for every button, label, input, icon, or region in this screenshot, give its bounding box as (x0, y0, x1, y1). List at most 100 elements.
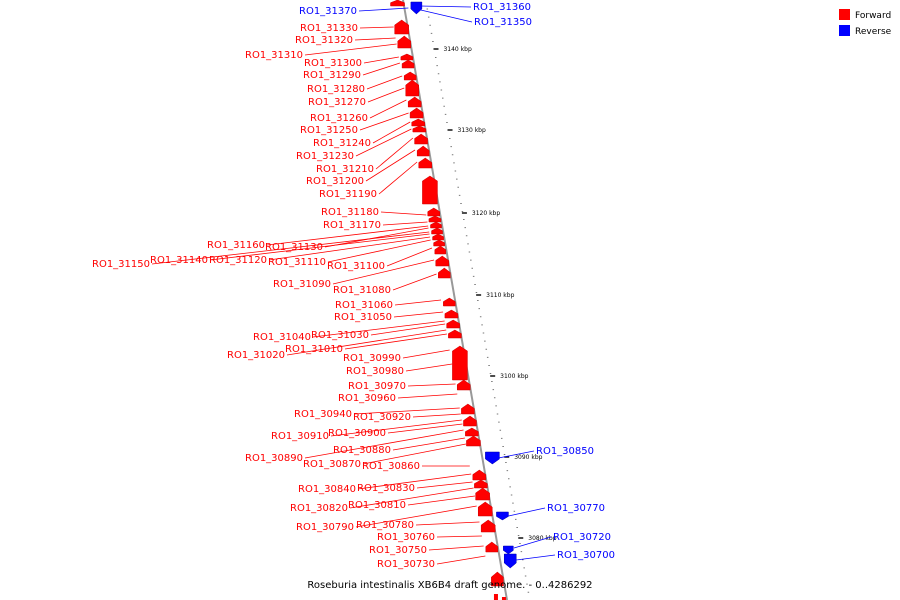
leader-line (392, 273, 437, 291)
gene-label[interactable]: RO1_31110 (268, 257, 326, 268)
leader-line (266, 225, 429, 246)
forward-gene (446, 319, 460, 329)
gene-label[interactable]: RO1_31240 (313, 138, 371, 149)
gene-label[interactable]: RO1_30990 (343, 353, 401, 364)
gene-label[interactable]: RO1_30960 (338, 393, 396, 404)
gene-label[interactable]: RO1_30920 (353, 412, 411, 423)
leader-line (363, 56, 399, 64)
gene-label[interactable]: RO1_30700 (557, 550, 615, 561)
gene-label[interactable]: RO1_31300 (304, 58, 362, 69)
gene-label[interactable]: RO1_31180 (321, 207, 379, 218)
forward-gene (493, 594, 498, 600)
gene-label[interactable]: RO1_31330 (300, 23, 358, 34)
forward-gene (444, 309, 459, 319)
gene-label[interactable]: RO1_31290 (303, 70, 361, 81)
gene-label[interactable]: RO1_30900 (328, 428, 386, 439)
gene-label[interactable]: RO1_31040 (253, 332, 311, 343)
gene-label[interactable]: RO1_30790 (296, 522, 354, 533)
forward-gene (422, 175, 438, 205)
gene-label[interactable]: RO1_30810 (348, 500, 406, 511)
gene-label[interactable]: RO1_31130 (265, 242, 323, 253)
forward-gene (407, 96, 422, 108)
gene-label[interactable]: RO1_31320 (295, 35, 353, 46)
gene-label[interactable]: RO1_31260 (310, 113, 368, 124)
leader-line (369, 99, 407, 119)
gene-label[interactable]: RO1_30880 (333, 445, 391, 456)
forward-gene (394, 19, 409, 35)
gene-label[interactable]: RO1_30780 (356, 520, 414, 531)
tick-label: 3110 kbp (486, 292, 514, 299)
gene-label[interactable]: RO1_31370 (299, 6, 357, 17)
gene-label[interactable]: RO1_31050 (334, 312, 392, 323)
legend-reverse-label: Reverse (855, 27, 892, 37)
legend: Forward Reverse (839, 9, 892, 37)
gene-label[interactable]: RO1_30940 (294, 409, 352, 420)
leader-line (370, 323, 446, 336)
gene-label[interactable]: RO1_30850 (536, 446, 594, 457)
leader-line (508, 507, 546, 517)
gene-label[interactable]: RO1_30820 (290, 503, 348, 514)
gene-label[interactable]: RO1_30970 (348, 381, 406, 392)
leader-line (359, 26, 394, 29)
gene-label[interactable]: RO1_31020 (227, 350, 285, 361)
gene-label[interactable]: RO1_30840 (298, 484, 356, 495)
leader-line (513, 536, 552, 549)
forward-gene (427, 207, 440, 217)
gene-label[interactable]: RO1_30910 (271, 431, 329, 442)
gene-label[interactable]: RO1_30730 (377, 559, 435, 570)
forward-gene (474, 479, 488, 489)
forward-gene (472, 469, 487, 481)
gene-label[interactable]: RO1_31150 (92, 259, 150, 270)
tick-label: 3090 kbp (514, 454, 542, 461)
gene-label[interactable]: RO1_31120 (209, 255, 267, 266)
leader-line (428, 545, 484, 551)
forward-gene (430, 221, 442, 229)
gene-label[interactable]: RO1_30720 (553, 532, 611, 543)
forward-gene (452, 345, 468, 381)
gene-labels: RO1_31330RO1_31320RO1_31310RO1_31300RO1_… (92, 2, 615, 570)
gene-label[interactable]: RO1_31250 (300, 125, 358, 136)
gene-label[interactable]: RO1_30980 (346, 366, 404, 377)
gene-label[interactable]: RO1_31350 (474, 17, 532, 28)
leader-line (420, 9, 473, 23)
leader-line (327, 239, 431, 263)
leader-line (394, 299, 442, 306)
gene-label[interactable]: RO1_30860 (362, 461, 420, 472)
tick-label: 3130 kbp (458, 127, 486, 134)
gene-label[interactable]: RO1_31060 (335, 300, 393, 311)
gene-label[interactable]: RO1_31090 (273, 279, 331, 290)
gene-label[interactable]: RO1_31140 (150, 255, 208, 266)
gene-label[interactable]: RO1_30770 (547, 503, 605, 514)
gene-label[interactable]: RO1_31100 (327, 261, 385, 272)
tick-label: 3080 kbp (528, 535, 556, 542)
gene-label[interactable]: RO1_31190 (319, 189, 377, 200)
gene-label[interactable]: RO1_31160 (207, 240, 265, 251)
gene-label[interactable]: RO1_31030 (311, 330, 369, 341)
gene-leader-lines (151, 5, 556, 565)
gene-label[interactable]: RO1_30750 (369, 545, 427, 556)
forward-gene (414, 133, 428, 145)
gene-label[interactable]: RO1_31230 (296, 151, 354, 162)
gene-label[interactable]: RO1_31280 (307, 84, 365, 95)
gene-label[interactable]: RO1_31310 (245, 50, 303, 61)
leader-line (380, 211, 427, 216)
gene-label[interactable]: RO1_31210 (316, 164, 374, 175)
gene-label[interactable]: RO1_31360 (473, 2, 531, 13)
gene-label[interactable]: RO1_31010 (285, 344, 343, 355)
legend-forward-label: Forward (855, 11, 891, 21)
forward-gene (485, 541, 499, 553)
forward-gene (390, 0, 405, 7)
gene-label[interactable]: RO1_31080 (333, 285, 391, 296)
gene-label[interactable]: RO1_30890 (245, 453, 303, 464)
gene-label[interactable]: RO1_31170 (323, 220, 381, 231)
leader-line (416, 481, 473, 489)
gene-label[interactable]: RO1_31200 (306, 176, 364, 187)
gene-label[interactable]: RO1_30870 (303, 459, 361, 470)
gene-label[interactable]: RO1_30830 (357, 483, 415, 494)
leader-line (372, 121, 411, 144)
leader-line (407, 383, 456, 387)
tick-label: 3140 kbp (443, 46, 471, 53)
gene-label[interactable]: RO1_30760 (377, 532, 435, 543)
gene-shapes (390, 0, 517, 600)
gene-label[interactable]: RO1_31270 (308, 97, 366, 108)
